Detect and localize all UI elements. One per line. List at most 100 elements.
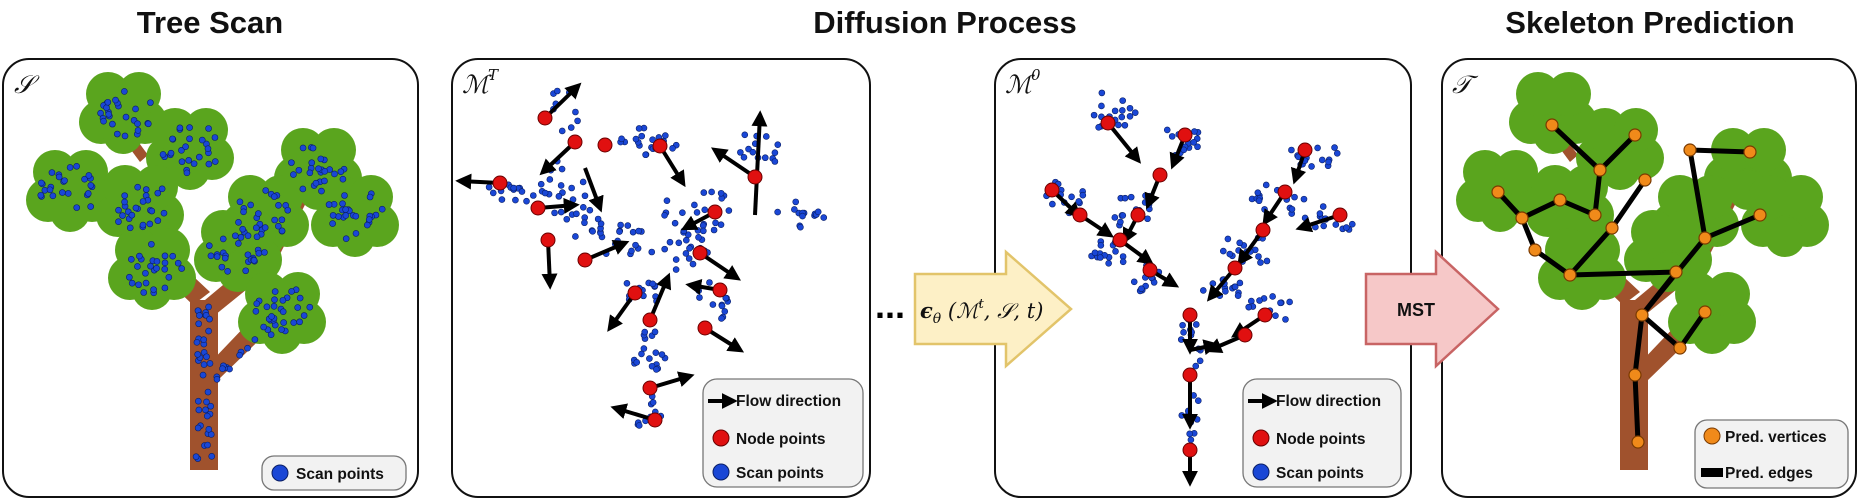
foliage-blob xyxy=(1494,150,1538,194)
scan-point xyxy=(271,216,278,224)
scan-point xyxy=(1119,107,1126,114)
scan-point xyxy=(799,212,806,220)
scan-point xyxy=(725,207,733,214)
scan-point xyxy=(1261,206,1268,213)
predicted-edge xyxy=(1567,269,1679,278)
legend-edge-marker xyxy=(1701,468,1723,477)
scan-point xyxy=(741,131,749,139)
scan-point xyxy=(341,192,348,199)
scan-point xyxy=(1224,235,1232,243)
scan-point xyxy=(558,165,566,173)
eps-symbol: ϵ xyxy=(920,298,933,323)
node-point xyxy=(1257,307,1273,323)
scan-point xyxy=(638,132,646,140)
scan-point xyxy=(342,206,349,213)
scan-point xyxy=(1318,156,1326,164)
scan-point xyxy=(280,319,287,326)
predicted-edge xyxy=(1597,132,1638,173)
foliage-blob xyxy=(1631,210,1675,254)
scan-point xyxy=(1209,280,1217,287)
scan-point xyxy=(691,201,698,209)
scan-point xyxy=(1257,259,1264,266)
scan-point xyxy=(586,206,594,214)
scan-point xyxy=(306,303,314,311)
scan-point xyxy=(253,233,261,241)
scan-point xyxy=(589,228,596,235)
scan-point xyxy=(194,424,202,432)
scan-point xyxy=(49,192,57,200)
scan-point xyxy=(791,206,798,213)
scan-point xyxy=(558,127,566,135)
scan-point xyxy=(616,228,623,235)
scan-point xyxy=(236,351,243,359)
foliage-blob xyxy=(1516,72,1560,116)
scan-point xyxy=(1256,297,1263,304)
legend-noisy-node-marker xyxy=(712,429,730,447)
predicted-vertex xyxy=(1593,163,1607,177)
scan-point xyxy=(1263,257,1271,265)
scan-point xyxy=(318,187,325,195)
scan-point xyxy=(1320,222,1328,230)
legend-scan-marker xyxy=(271,464,289,482)
scan-point xyxy=(335,213,342,220)
scan-point xyxy=(84,190,92,197)
foliage-blob xyxy=(1765,217,1805,257)
legend-clean-node-label: Node points xyxy=(1276,431,1366,448)
legend-skeleton-box xyxy=(1694,419,1849,489)
scan-point xyxy=(685,255,693,262)
scan-point xyxy=(1168,133,1176,140)
scan-point xyxy=(195,320,202,328)
scan-point xyxy=(296,318,303,326)
scan-point xyxy=(203,412,211,420)
scan-point xyxy=(299,144,307,152)
predicted-edge xyxy=(1687,147,1753,155)
scan-point xyxy=(178,158,186,165)
scan-point xyxy=(255,249,263,257)
predicted-vertex xyxy=(1528,243,1542,257)
scan-point xyxy=(1199,287,1207,294)
scan-point xyxy=(136,252,143,260)
scan-point xyxy=(557,208,565,216)
scan-point xyxy=(712,219,719,227)
scan-point xyxy=(207,402,215,410)
scan-point xyxy=(1269,293,1276,300)
scan-point xyxy=(1234,292,1242,299)
scan-point xyxy=(679,209,686,216)
args-sup: t xyxy=(979,297,985,312)
scan-point xyxy=(198,136,206,144)
scan-point xyxy=(87,182,95,189)
node-point xyxy=(1072,207,1088,223)
scan-point xyxy=(240,208,247,216)
node-point xyxy=(1182,307,1198,323)
scan-point xyxy=(294,304,301,311)
scan-point xyxy=(1219,247,1227,255)
legend-edge-label: Pred. edges xyxy=(1725,465,1813,482)
scan-point xyxy=(218,263,226,271)
foliage-blob xyxy=(201,210,245,254)
foliage-blob xyxy=(1706,272,1750,316)
predicted-vertex xyxy=(1553,193,1567,207)
foliage-blob xyxy=(1658,175,1702,219)
scan-point xyxy=(683,236,690,244)
scan-point xyxy=(251,336,259,343)
scan-point xyxy=(1262,181,1270,189)
legend-noisy-scan-label: Scan points xyxy=(736,465,824,482)
scan-point xyxy=(290,319,298,326)
scan-point xyxy=(498,196,506,203)
scan-point xyxy=(485,183,493,191)
scan-point xyxy=(1196,357,1204,365)
scan-point xyxy=(672,256,680,263)
node-point xyxy=(1332,207,1348,223)
node-point xyxy=(1112,232,1128,248)
predicted-edge xyxy=(1632,372,1641,445)
scan-point xyxy=(186,135,193,143)
scan-point xyxy=(134,183,141,191)
scan-point xyxy=(185,157,193,164)
scan-point xyxy=(700,189,708,196)
scan-point xyxy=(718,315,725,322)
scan-point xyxy=(148,207,156,215)
scan-point xyxy=(737,149,744,156)
scan-point xyxy=(204,441,211,449)
foliage-blob xyxy=(1583,108,1627,152)
scan-point xyxy=(262,187,270,194)
